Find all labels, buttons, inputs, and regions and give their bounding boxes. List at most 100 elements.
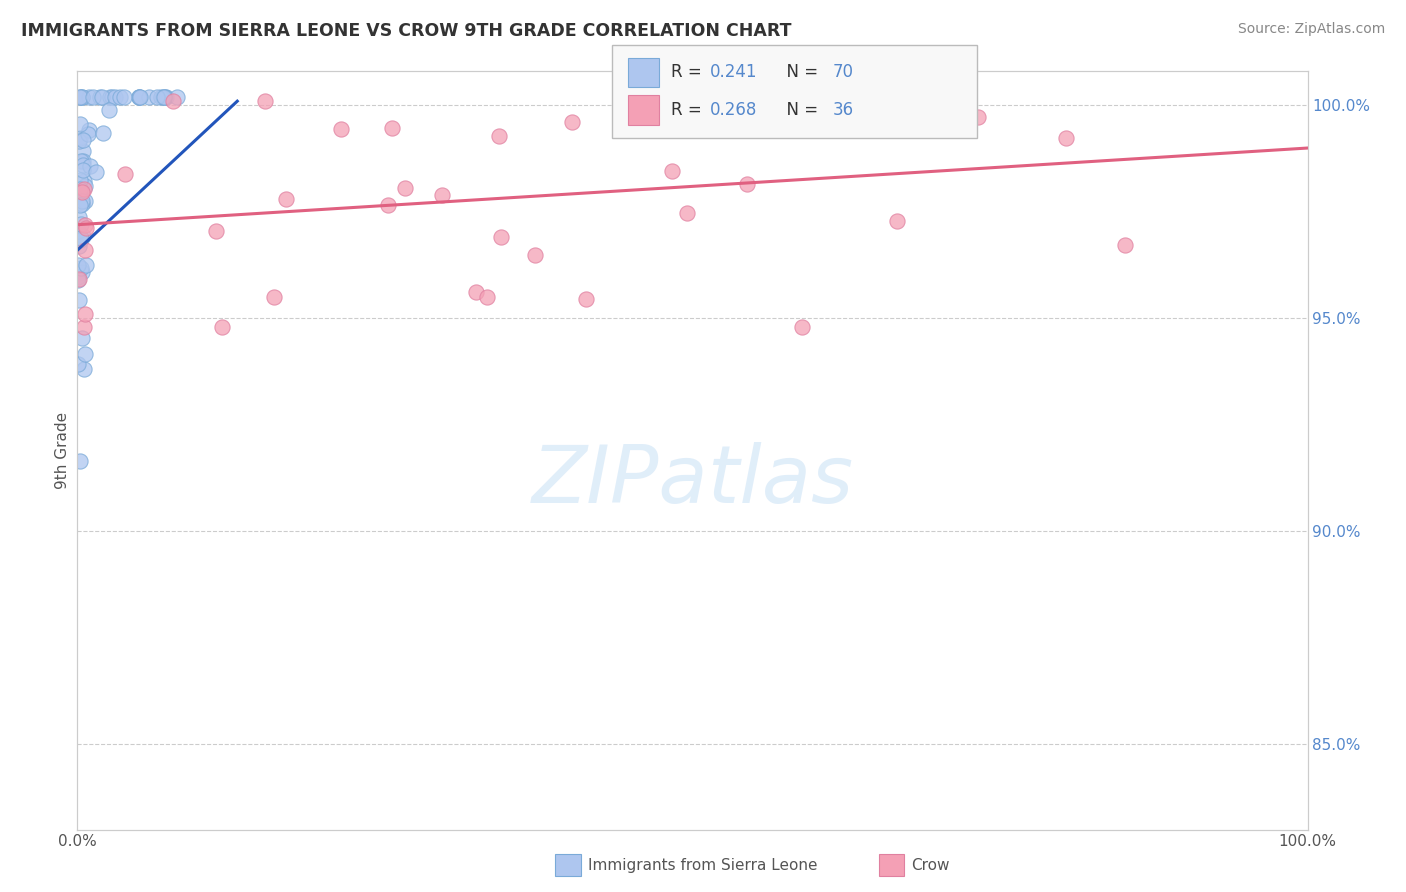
Point: [735, 178, 758, 192]
Point: [67, 210, 90, 224]
Point: [69, 154, 91, 169]
Point: [72, 162, 94, 177]
Text: R =: R =: [671, 101, 707, 119]
Point: [70, 265, 93, 279]
Point: [73, 243, 96, 257]
Point: [73, 194, 96, 208]
Point: [488, 128, 510, 143]
Point: [69, 172, 91, 186]
Point: [377, 198, 399, 212]
Point: [211, 320, 233, 334]
Point: [114, 167, 136, 181]
Point: [329, 121, 352, 136]
Point: [77, 127, 100, 141]
Point: [98, 90, 121, 104]
Point: [792, 320, 814, 334]
Point: [800, 105, 823, 120]
Point: [661, 163, 683, 178]
Point: [67, 272, 90, 286]
Point: [72, 320, 94, 334]
Text: 36: 36: [832, 101, 853, 119]
Point: [69, 117, 91, 131]
Point: [75, 218, 97, 232]
Point: [1114, 237, 1136, 252]
Point: [67, 239, 90, 253]
Point: [69, 90, 91, 104]
Point: [430, 187, 453, 202]
Point: [166, 90, 188, 104]
Text: ZIPatlas: ZIPatlas: [531, 442, 853, 520]
Point: [69, 232, 91, 246]
Point: [73, 347, 96, 361]
Point: [561, 115, 583, 129]
Point: [128, 90, 150, 104]
Point: [97, 103, 120, 117]
Point: [73, 182, 96, 196]
Point: [153, 90, 176, 104]
Point: [886, 214, 908, 228]
Point: [205, 224, 228, 238]
Text: R =: R =: [671, 63, 707, 81]
Point: [475, 290, 498, 304]
Point: [70, 90, 93, 104]
Point: [67, 134, 90, 148]
Point: [152, 90, 174, 104]
Text: N =: N =: [776, 101, 824, 119]
Point: [67, 186, 90, 200]
Point: [253, 94, 276, 108]
Point: [524, 247, 547, 261]
Point: [67, 357, 90, 371]
Point: [575, 292, 598, 306]
Point: [274, 193, 297, 207]
Text: Source: ZipAtlas.com: Source: ZipAtlas.com: [1237, 22, 1385, 37]
Point: [70, 194, 93, 208]
Point: [79, 159, 101, 173]
Point: [263, 290, 285, 304]
Text: 70: 70: [832, 63, 853, 81]
Point: [104, 90, 127, 104]
Point: [491, 230, 513, 244]
Point: [77, 123, 100, 137]
Point: [465, 285, 488, 300]
Point: [69, 233, 91, 247]
Point: [72, 154, 94, 169]
Point: [72, 133, 94, 147]
Point: [67, 269, 90, 284]
Text: 0.268: 0.268: [710, 101, 758, 119]
Point: [84, 165, 107, 179]
Point: [381, 121, 404, 136]
Point: [128, 90, 150, 104]
Point: [75, 258, 97, 272]
Point: [70, 261, 93, 276]
Point: [128, 90, 150, 104]
Point: [394, 180, 416, 194]
Point: [67, 259, 90, 273]
Point: [73, 361, 96, 376]
Point: [67, 185, 90, 199]
Point: [676, 206, 699, 220]
Point: [1054, 131, 1077, 145]
Point: [69, 90, 91, 104]
Point: [72, 158, 94, 172]
Point: [73, 174, 96, 188]
Point: [89, 90, 111, 104]
Point: [112, 90, 135, 104]
Point: [108, 90, 131, 104]
Point: [77, 90, 100, 104]
Point: [82, 90, 104, 104]
Point: [155, 90, 177, 104]
Point: [72, 229, 94, 244]
Point: [67, 293, 90, 307]
Point: [138, 90, 160, 104]
Text: Crow: Crow: [911, 858, 949, 872]
Point: [90, 90, 112, 104]
Point: [149, 90, 172, 104]
Point: [70, 90, 93, 104]
Point: [162, 94, 184, 108]
Point: [67, 273, 90, 287]
Point: [69, 131, 91, 145]
Point: [91, 126, 114, 140]
Text: N =: N =: [776, 63, 824, 81]
Text: Immigrants from Sierra Leone: Immigrants from Sierra Leone: [588, 858, 817, 872]
Point: [966, 110, 988, 124]
